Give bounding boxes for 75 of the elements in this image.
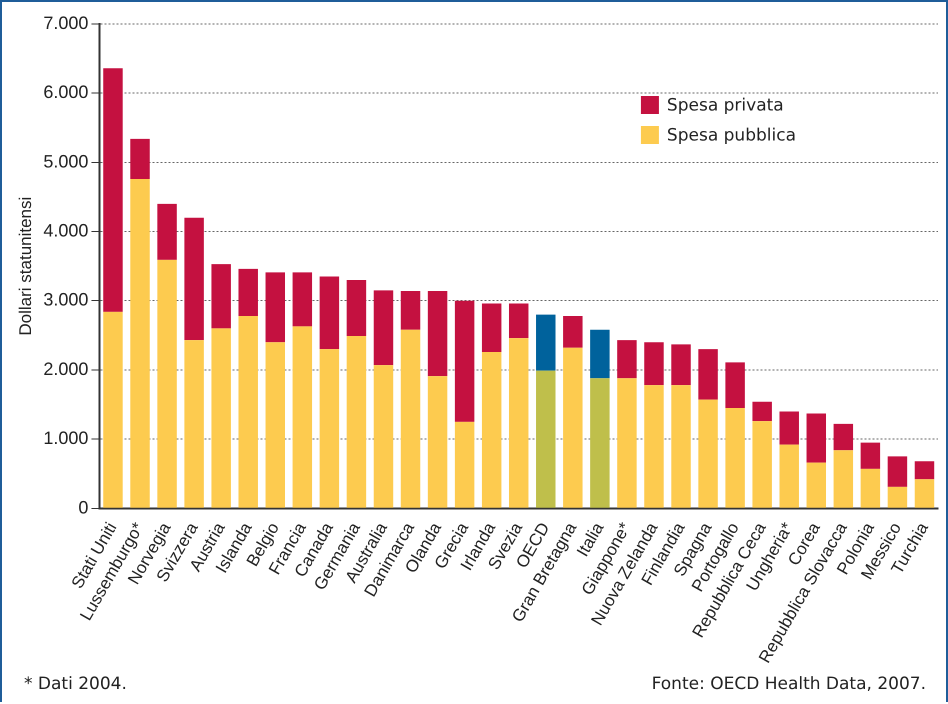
bar: [725, 408, 745, 508]
bar: [779, 444, 799, 508]
y-tick-label: 0: [78, 497, 88, 518]
bar: [644, 385, 664, 508]
bar: [157, 204, 177, 260]
bar: [238, 316, 258, 508]
bar: [536, 370, 556, 508]
bar: [834, 450, 854, 508]
bar: [266, 342, 286, 508]
bar: [563, 348, 583, 508]
bar: [671, 344, 691, 386]
bar: [454, 422, 474, 508]
bar: [482, 304, 502, 352]
bar: [779, 411, 799, 445]
bar: [860, 442, 880, 469]
bar: [346, 280, 366, 336]
y-axis-title: Dollari statunitensi: [16, 196, 35, 336]
bar: [752, 421, 772, 508]
y-tick-label: 2.000: [43, 358, 88, 379]
bar: [914, 461, 934, 480]
bar: [292, 326, 312, 508]
bar: [238, 268, 258, 316]
bar: [725, 362, 745, 408]
bar: [806, 414, 826, 463]
bar: [536, 314, 556, 371]
legend-label: Spesa privata: [666, 95, 784, 116]
bar: [834, 424, 854, 450]
y-tick-label: 3.000: [43, 290, 88, 310]
bar: [103, 68, 123, 312]
bar: [266, 272, 286, 342]
bar: [374, 290, 394, 366]
bar: [563, 316, 583, 348]
bar: [888, 486, 908, 508]
bar: [374, 365, 394, 508]
y-tick-label: 4.000: [43, 220, 88, 241]
bar: [292, 272, 312, 326]
y-tick-label: 7.000: [43, 12, 88, 33]
bar: [130, 138, 150, 179]
y-tick-label: 1.000: [43, 428, 88, 448]
bar: [508, 338, 528, 508]
bar: [508, 304, 528, 338]
bar: [698, 349, 718, 400]
bar: [698, 400, 718, 508]
legend-label: Spesa pubblica: [666, 125, 796, 146]
bar: [184, 340, 204, 508]
bar: [752, 402, 772, 422]
bar: [184, 218, 204, 340]
bar: [320, 349, 340, 508]
bar: [428, 376, 448, 508]
bar: [428, 291, 448, 376]
y-tick-label: 6.000: [43, 82, 88, 102]
bar: [454, 300, 474, 422]
bar: [130, 178, 150, 508]
bar: [157, 260, 177, 508]
source-note: Fonte: OECD Health Data, 2007.: [652, 674, 926, 694]
bar: [590, 378, 610, 508]
bar: [888, 456, 908, 487]
bar: [806, 462, 826, 508]
bar: [644, 342, 664, 386]
bar: [211, 328, 231, 508]
bar: [860, 468, 880, 508]
bar: [482, 352, 502, 508]
bar: [400, 291, 420, 330]
bar: [914, 479, 934, 508]
bar: [617, 340, 637, 378]
bar: [617, 378, 637, 508]
bar: [346, 336, 366, 508]
bar: [211, 264, 231, 328]
text: * Dati 2004.: [24, 674, 127, 694]
bar: [590, 330, 610, 378]
bar: [400, 330, 420, 508]
bar: [320, 276, 340, 350]
y-tick-label: 5.000: [43, 151, 88, 172]
bar: [103, 312, 123, 508]
bar: [671, 385, 691, 508]
